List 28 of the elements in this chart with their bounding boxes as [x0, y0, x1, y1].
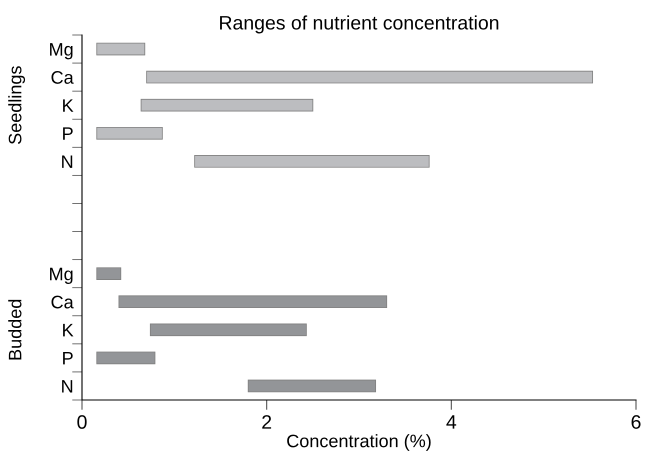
y-tick-label: Ca — [52, 296, 74, 308]
x-tick-label: 4 — [446, 415, 456, 429]
bar — [150, 323, 307, 336]
y-tick-label: N — [62, 380, 72, 393]
x-tick-label: 6 — [632, 415, 641, 429]
chart-title: Ranges of nutrient concentration — [220, 15, 498, 34]
bar — [146, 70, 594, 84]
bar — [194, 155, 430, 168]
bar — [96, 126, 163, 140]
y-tick-label: Mg — [50, 268, 73, 284]
bar — [118, 295, 388, 308]
y-tick-label: Ca — [52, 71, 74, 84]
bar — [96, 352, 156, 364]
x-axis-title: Concentration (%) — [287, 434, 431, 451]
text: Budded — [8, 300, 22, 360]
y-tick-label: Mg — [50, 43, 73, 60]
bar — [96, 42, 146, 56]
y-tick-label: K — [63, 324, 74, 336]
y-tick-label: P — [63, 352, 73, 364]
bar — [248, 380, 376, 392]
y-tick-label: P — [63, 127, 73, 140]
x-tick-label: 2 — [262, 415, 272, 429]
y-tick-label: N — [62, 155, 72, 168]
y-tick-label: K — [63, 99, 74, 112]
bar — [140, 98, 314, 112]
x-tick-label: 0 — [77, 415, 87, 429]
bar — [96, 267, 122, 280]
text: Seedlings — [8, 66, 26, 144]
